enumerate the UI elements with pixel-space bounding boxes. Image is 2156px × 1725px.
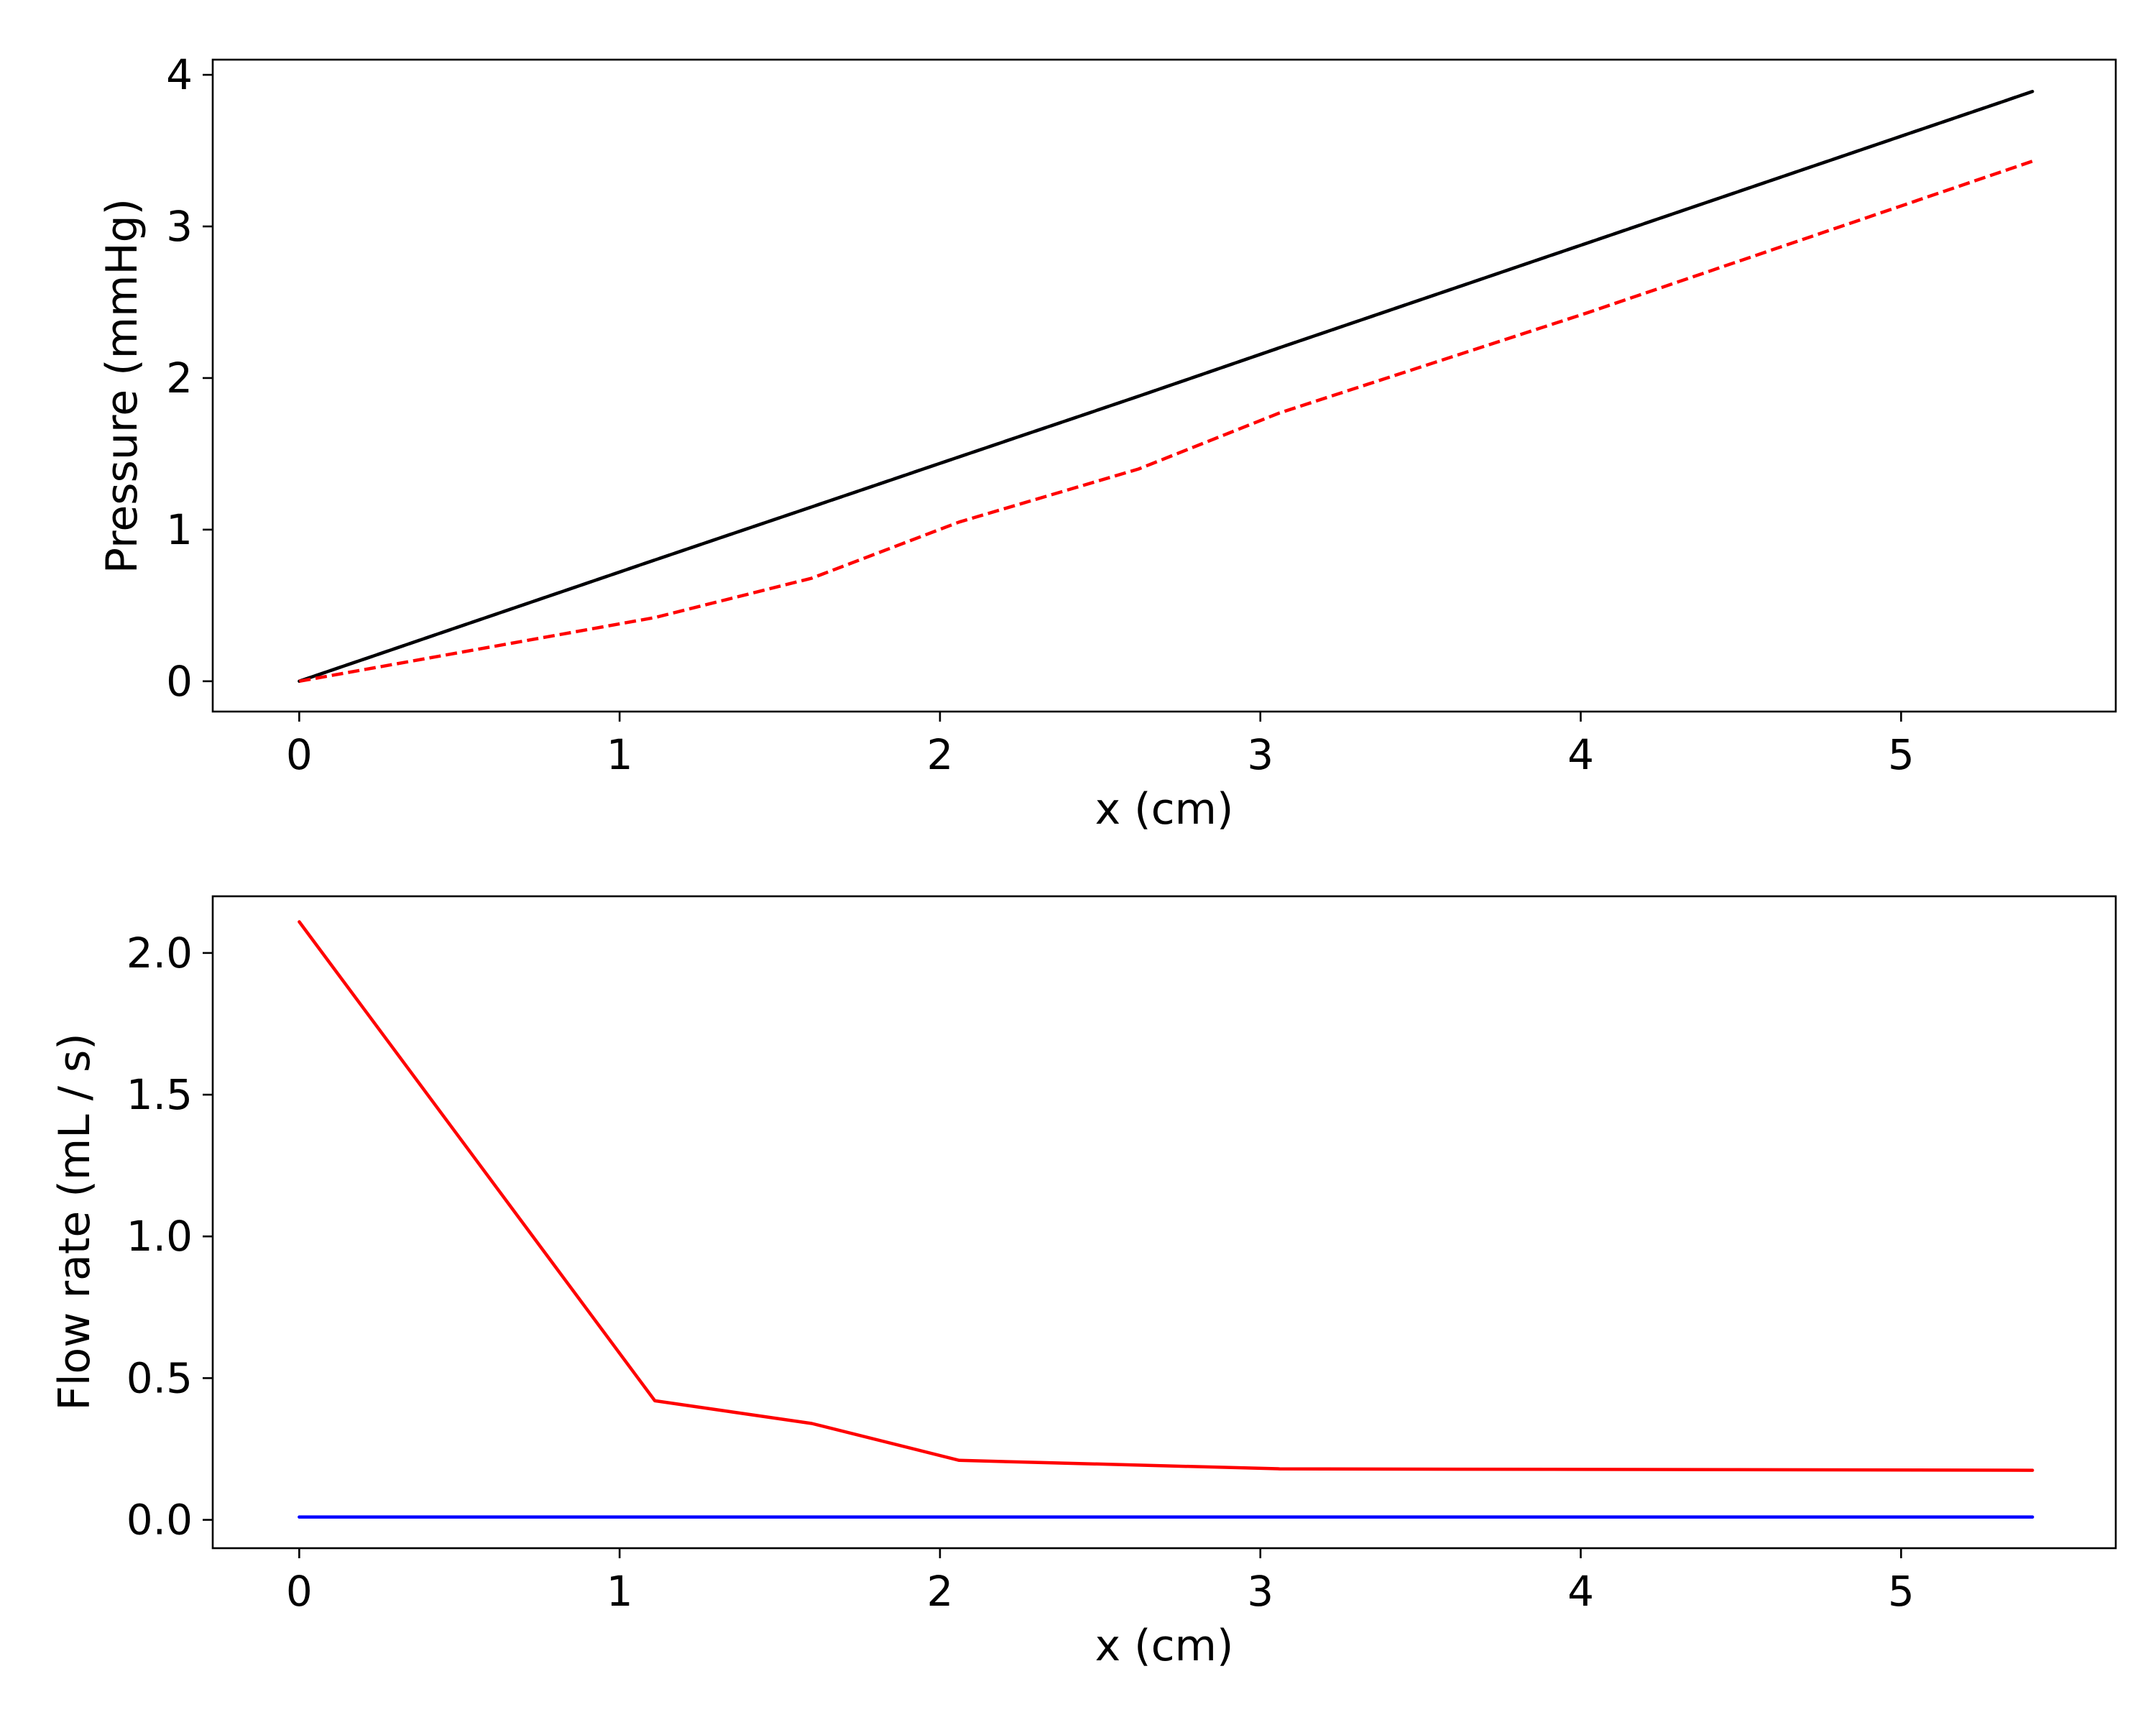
pressure-x-tick-label: 0 (286, 730, 313, 779)
flow-rate-axes-frame (211, 895, 2117, 1550)
pressure-series-line-1 (298, 90, 2035, 684)
flow-rate-x-tick-label: 0 (286, 1567, 313, 1616)
pressure-y-tick-label: 3 (166, 202, 193, 251)
flow-rate-x-tick-label: 2 (926, 1567, 953, 1616)
flow-rate-x-tick-label: 1 (607, 1567, 633, 1616)
flow-rate-panel: 0 1 2 3 4 5 0.0 0.5 1.0 1.5 2.0 x (cm) Flow rate (… (50, 895, 2117, 1671)
flow-rate-y-tick-label: 2.0 (126, 929, 193, 978)
pressure-series-group (298, 90, 2035, 684)
pressure-y-tick-label: 1 (166, 505, 193, 554)
pressure-x-axis-label: x (cm) (1095, 784, 1234, 834)
flow-rate-series-line-0 (298, 920, 2035, 1472)
flow-rate-y-tick-label: 1.0 (126, 1212, 193, 1261)
pressure-x-tick-label: 1 (607, 730, 633, 779)
flow-rate-ticks: 0 1 2 3 4 5 0.0 0.5 1.0 1.5 2.0 (126, 929, 1915, 1616)
flow-rate-y-tick-label: 0.5 (126, 1353, 193, 1402)
pressure-y-axis-label: Pressure (mmHg) (97, 198, 147, 574)
pressure-ticks: 0 1 2 3 4 5 0 1 2 3 4 (166, 50, 1915, 779)
pressure-x-tick-label: 4 (1567, 730, 1594, 779)
flow-rate-y-axis-label: Flow rate (mL / s) (50, 1033, 100, 1410)
pressure-y-tick-label: 4 (166, 50, 193, 99)
flow-rate-x-axis-label: x (cm) (1095, 1621, 1234, 1671)
flow-rate-y-tick-label: 0.0 (126, 1496, 193, 1545)
flow-rate-x-tick-label: 5 (1888, 1567, 1915, 1616)
pressure-y-tick-label: 0 (166, 657, 193, 706)
pressure-panel: 0 1 2 3 4 5 0 1 2 3 4 x (cm) Pressure (mmHg) (97, 50, 2117, 834)
pressure-x-tick-label: 3 (1247, 730, 1273, 779)
pressure-y-tick-label: 2 (166, 354, 193, 402)
pressure-series-line-2 (299, 160, 2033, 684)
pressure-x-tick-label: 5 (1888, 730, 1915, 779)
pressure-axes-frame (211, 58, 2117, 713)
flow-rate-y-tick-label: 1.5 (126, 1070, 193, 1119)
flow-rate-series-group (298, 920, 2035, 1519)
flow-rate-x-tick-label: 4 (1567, 1567, 1594, 1616)
flow-rate-x-tick-label: 3 (1247, 1567, 1273, 1616)
pressure-x-tick-label: 2 (926, 730, 953, 779)
